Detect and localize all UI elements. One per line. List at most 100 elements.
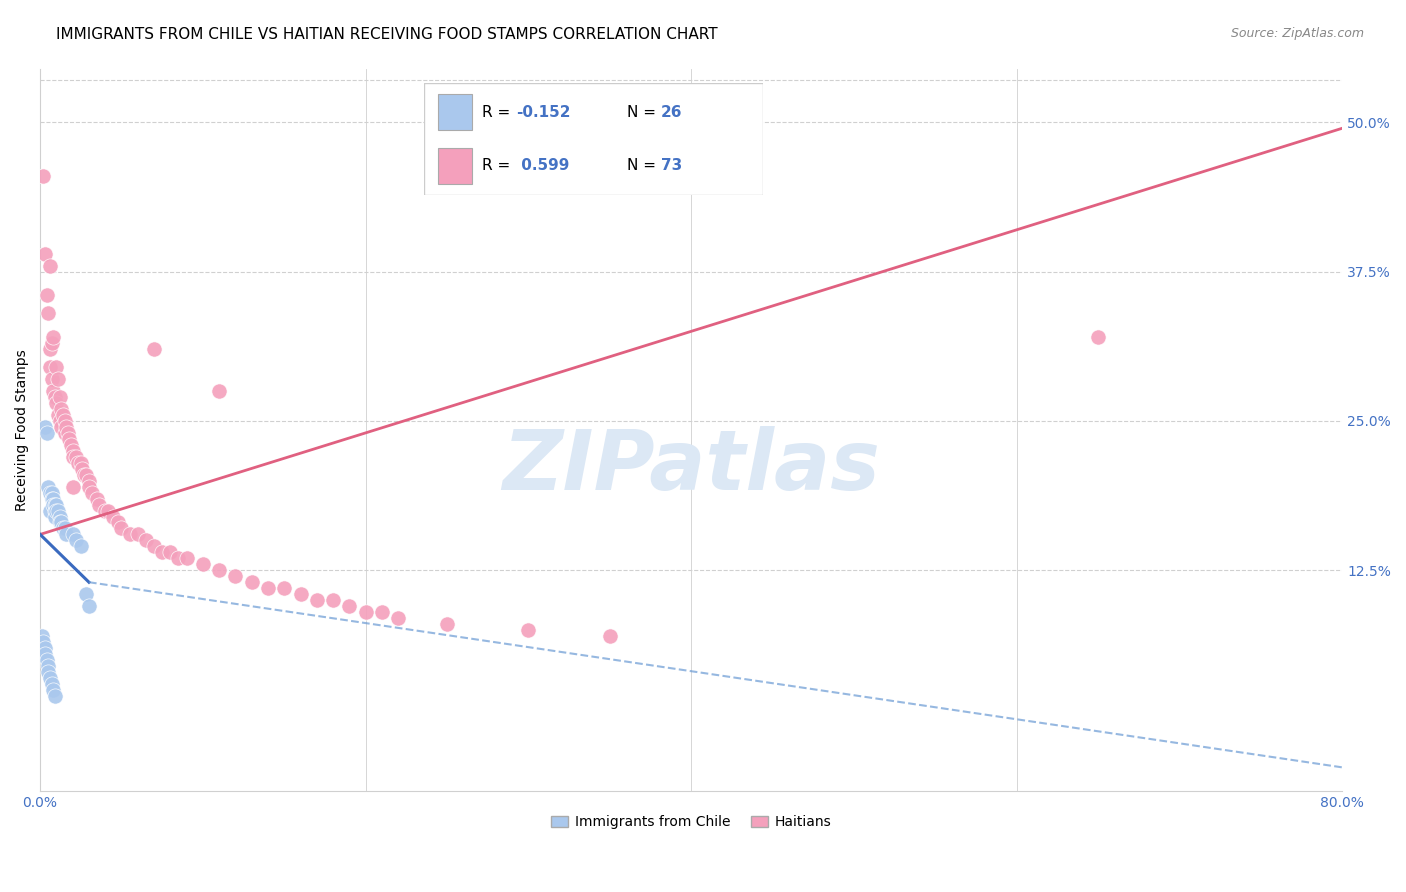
Point — [337, 599, 360, 613]
Point — [51, 420, 73, 434]
Point — [77, 474, 100, 488]
Point — [1087, 330, 1109, 344]
Point — [55, 527, 77, 541]
Point — [65, 533, 87, 548]
Point — [32, 169, 55, 183]
Point — [69, 540, 91, 554]
Text: IMMIGRANTS FROM CHILE VS HAITIAN RECEIVING FOOD STAMPS CORRELATION CHART: IMMIGRANTS FROM CHILE VS HAITIAN RECEIVI… — [56, 27, 718, 42]
Point — [97, 503, 120, 517]
Point — [35, 288, 58, 302]
Point — [354, 605, 377, 619]
Point — [87, 498, 110, 512]
Point — [48, 390, 70, 404]
Point — [44, 689, 66, 703]
Point — [62, 527, 84, 541]
Point — [118, 527, 141, 541]
Point — [41, 372, 63, 386]
Point — [305, 593, 328, 607]
Point — [34, 640, 56, 655]
Point — [208, 563, 231, 577]
Point — [55, 420, 77, 434]
Point — [53, 425, 76, 440]
Point — [37, 658, 59, 673]
Point — [35, 653, 58, 667]
Point — [167, 551, 190, 566]
Point — [77, 599, 100, 613]
Point — [44, 509, 66, 524]
Point — [371, 605, 394, 619]
Point — [150, 545, 173, 559]
Point — [42, 330, 65, 344]
Point — [290, 587, 312, 601]
Point — [42, 682, 65, 697]
Point — [58, 432, 80, 446]
Point — [34, 246, 56, 260]
Point — [127, 527, 149, 541]
Point — [75, 587, 97, 601]
Point — [257, 581, 280, 595]
Point — [273, 581, 295, 595]
Point — [103, 509, 125, 524]
Point — [41, 485, 63, 500]
Point — [37, 665, 59, 679]
Point — [41, 491, 63, 506]
Point — [77, 480, 100, 494]
Point — [62, 480, 84, 494]
Point — [110, 521, 132, 535]
Point — [86, 491, 108, 506]
Point — [66, 456, 89, 470]
Y-axis label: Receiving Food Stamps: Receiving Food Stamps — [15, 349, 30, 511]
Point — [38, 485, 60, 500]
Legend: Immigrants from Chile, Haitians: Immigrants from Chile, Haitians — [546, 810, 837, 835]
Point — [41, 336, 63, 351]
Point — [62, 443, 84, 458]
Point — [37, 480, 59, 494]
Point — [38, 503, 60, 517]
Point — [143, 540, 166, 554]
Point — [159, 545, 181, 559]
Point — [82, 485, 104, 500]
Point — [48, 414, 70, 428]
Point — [42, 498, 65, 512]
Point — [240, 575, 263, 590]
Point — [44, 390, 66, 404]
Point — [48, 509, 70, 524]
Point — [143, 343, 166, 357]
Point — [191, 558, 214, 572]
Point — [46, 372, 69, 386]
Point — [34, 647, 56, 661]
Point — [46, 503, 69, 517]
Point — [45, 360, 67, 375]
Point — [208, 384, 231, 398]
Point — [44, 503, 66, 517]
Point — [53, 521, 76, 535]
Text: Source: ZipAtlas.com: Source: ZipAtlas.com — [1230, 27, 1364, 40]
Point — [75, 467, 97, 482]
Point — [69, 456, 91, 470]
Point — [41, 677, 63, 691]
Point — [56, 425, 79, 440]
Text: ZIPatlas: ZIPatlas — [502, 425, 880, 507]
Point — [42, 491, 65, 506]
Point — [176, 551, 198, 566]
Point — [35, 425, 58, 440]
Point — [52, 521, 75, 535]
Point — [34, 420, 56, 434]
Point — [45, 498, 67, 512]
Point — [322, 593, 344, 607]
Point — [517, 623, 540, 637]
Point — [72, 461, 94, 475]
Point — [599, 629, 621, 643]
Point — [51, 402, 73, 417]
Point — [45, 396, 67, 410]
Point — [107, 516, 129, 530]
Point — [32, 635, 55, 649]
Point — [38, 360, 60, 375]
Point — [94, 503, 117, 517]
Point — [31, 629, 53, 643]
Point — [38, 259, 60, 273]
Point — [51, 516, 73, 530]
Point — [62, 450, 84, 464]
Point — [436, 617, 458, 632]
Point — [37, 306, 59, 320]
